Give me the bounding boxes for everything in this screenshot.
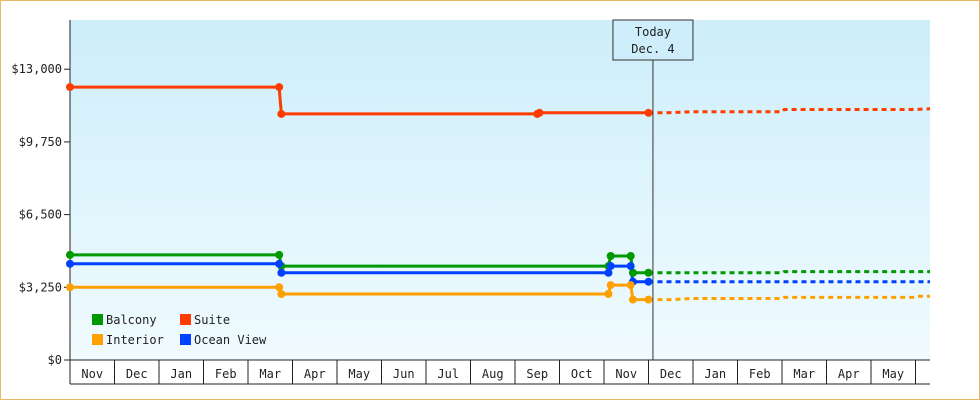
ocean-view-data-point	[277, 268, 286, 277]
legend-label-balcony: Balcony	[106, 313, 157, 327]
month-label: Mar	[259, 367, 281, 381]
y-tick-label: $6,500	[19, 208, 62, 222]
today-label: Today	[635, 25, 671, 39]
interior-data-point	[606, 281, 615, 290]
month-label: Jan	[704, 367, 726, 381]
ocean-view-data-point	[66, 259, 74, 268]
month-label: Feb	[215, 367, 237, 381]
month-label: Jun	[393, 367, 415, 381]
legend-label-suite: Suite	[194, 313, 230, 327]
balcony-data-point	[644, 268, 653, 277]
suite-data-point	[66, 83, 74, 92]
month-label: Jan	[170, 367, 192, 381]
series-points	[66, 83, 653, 304]
suite-data-point	[277, 109, 286, 118]
month-label: Jul	[437, 367, 459, 381]
legend-swatch-interior	[92, 334, 103, 345]
balcony-data-point	[628, 268, 637, 277]
balcony-forecast-line	[648, 270, 930, 275]
y-axis: $0 $3,250 $6,500 $9,750 $13,000	[11, 20, 71, 384]
suite-data-point	[275, 83, 284, 92]
balcony-data-point	[275, 250, 284, 259]
legend: Balcony Suite Interior Ocean View	[92, 313, 267, 347]
today-callout-box	[612, 19, 694, 61]
legend-label-interior: Interior	[106, 333, 164, 347]
month-label: Apr	[304, 367, 326, 381]
month-label: Dec	[126, 367, 148, 381]
month-label: Oct	[571, 367, 593, 381]
balcony-data-point	[606, 251, 615, 260]
y-tick-label: $3,250	[19, 280, 62, 294]
month-label: May	[882, 367, 904, 381]
month-label: Mar	[793, 367, 815, 381]
month-label: Feb	[749, 367, 771, 381]
balcony-data-point	[66, 250, 74, 259]
month-label: Aug	[482, 367, 504, 381]
month-label: Dec	[660, 367, 682, 381]
month-label: Nov	[81, 367, 103, 381]
interior-data-point	[604, 290, 613, 299]
ocean-view-data-point	[275, 259, 284, 268]
legend-swatch-ocean-view	[180, 334, 191, 345]
legend-swatch-suite	[180, 314, 191, 325]
suite-forecast-line	[648, 107, 930, 115]
legend-label-ocean-view: Ocean View	[194, 333, 267, 347]
plot-background	[70, 20, 930, 360]
x-axis: Nov Dec Jan Feb Mar Apr May Jun Jul Aug Sep Oct Nov D…	[69, 359, 930, 385]
y-tick-label: $9,750	[19, 135, 62, 149]
interior-data-point	[628, 295, 637, 304]
ocean-view-data-point	[604, 268, 613, 277]
today-marker: Today Dec. 4	[612, 19, 694, 360]
month-label: May	[348, 367, 370, 381]
y-tick-label: $0	[48, 353, 62, 367]
y-tick-label: $13,000	[11, 62, 62, 76]
ocean-view-data-point	[626, 262, 635, 271]
suite-data-point	[644, 108, 653, 117]
interior-data-point	[277, 290, 286, 299]
ocean-view-data-point	[606, 262, 615, 271]
ocean-view-data-point	[644, 277, 653, 286]
interior-data-point	[644, 295, 653, 304]
month-label: Nov	[615, 367, 637, 381]
suite-data-point	[535, 108, 544, 117]
interior-data-point	[275, 283, 284, 292]
legend-swatch-balcony	[92, 314, 103, 325]
today-date: Dec. 4	[631, 42, 674, 56]
balcony-data-point	[626, 251, 635, 260]
interior-data-point	[66, 283, 74, 292]
month-label: Apr	[838, 367, 860, 381]
interior-data-point	[626, 281, 635, 290]
month-label: Sep	[526, 367, 548, 381]
